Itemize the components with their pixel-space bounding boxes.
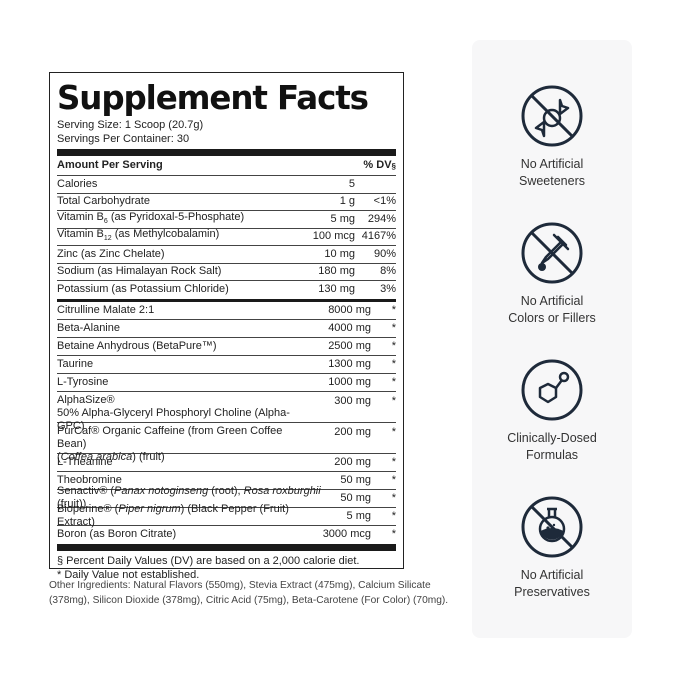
table-header: Amount Per Serving % DV§ (57, 156, 396, 176)
table-row: PurCaf® Organic Caffeine (from Green Cof… (57, 424, 396, 463)
badge-line1: No Artificial (520, 568, 584, 582)
badge-line1: No Artificial (520, 294, 584, 308)
table-row: Senactiv® (Panax notoginseng (root), Ros… (57, 485, 396, 510)
table-row: Sodium (as Himalayan Rock Salt) 180 mg 8… (57, 264, 396, 281)
header-dv: % DV§ (363, 159, 396, 173)
badge-line1: Clinically-Dosed (507, 431, 597, 445)
badge-line2: Formulas (525, 448, 579, 462)
table-row: L-Theanine 200 mg * (57, 454, 396, 472)
header-dv-label: % DV (363, 158, 392, 171)
table-row: Bioperine® (Piper nigrum) (Black Pepper … (57, 503, 396, 528)
no-dropper-icon (521, 222, 583, 284)
table-row: Citrulline Malate 2:1 8000 mg * (57, 302, 396, 320)
table-row: Zinc (as Zinc Chelate) 10 mg 90% (57, 246, 396, 264)
panel-title: Supplement Facts (57, 79, 369, 117)
header-dv-mark: § (391, 161, 396, 171)
no-flask-icon (521, 496, 583, 558)
table-row: L-Tyrosine 1000 mg * (57, 374, 396, 392)
nutrient-name: Vitamin B6 (as Pyridoxal-5-Phosphate) (57, 210, 245, 225)
table-row: Potassium (as Potassium Chloride) 130 mg… (57, 283, 396, 296)
other-ingredients: Other Ingredients: Natural Flavors (550m… (49, 580, 449, 606)
badge-no-artificial-colors: No Artificial Colors or Fillers (472, 221, 632, 327)
table-row: Total Carbohydrate 1 g <1% (57, 194, 396, 211)
table-row: Vitamin B6 (as Pyridoxal-5-Phosphate) 5 … (57, 211, 396, 229)
table-row: Theobromine 50 mg * (57, 472, 396, 490)
badge-line2: Colors or Fillers (508, 311, 596, 325)
table-row: Calories 5 (57, 176, 396, 194)
badge-no-artificial-preservatives: No Artificial Preservatives (472, 495, 632, 601)
supplement-facts-panel: Supplement Facts Serving Size: 1 Scoop (… (49, 72, 404, 581)
badge-clinically-dosed: Clinically-Dosed Formulas (472, 358, 632, 464)
table-row: Boron (as Boron Citrate) 3000 mcg * (57, 528, 396, 540)
footnote-dv: § Percent Daily Values (DV) are based on… (57, 554, 360, 567)
header-amount: Amount Per Serving (57, 159, 163, 171)
servings-per-container: Servings Per Container: 30 (57, 133, 190, 145)
badge-line1: No Artificial (520, 157, 584, 171)
molecule-icon (521, 359, 583, 421)
footnote-asterisk: * Daily Value not established. (57, 568, 200, 581)
table-row: Taurine 1300 mg * (57, 356, 396, 374)
table-row: Beta-Alanine 4000 mg * (57, 320, 396, 338)
badge-line2: Sweeteners (518, 174, 585, 188)
serving-size: Serving Size: 1 Scoop (20.7g) (57, 119, 204, 131)
feature-badges-panel: No Artificial Sweeteners No Artificial C… (472, 40, 632, 638)
nutrient-name: Vitamin B12 (as Methylcobalamin) (57, 228, 220, 243)
table-row: Betaine Anhydrous (BetaPure™) 2500 mg * (57, 338, 396, 356)
table-row: AlphaSize® 50% Alpha-Glyceryl Phosphoryl… (57, 393, 396, 432)
badge-line2: Preservatives (514, 585, 590, 599)
divider-medium (57, 298, 396, 302)
divider-thick (57, 543, 396, 551)
table-row: Vitamin B12 (as Methylcobalamin) 100 mcg… (57, 228, 396, 246)
badge-no-artificial-sweeteners: No Artificial Sweeteners (472, 84, 632, 190)
divider-thick (57, 149, 396, 156)
no-candy-icon (521, 85, 583, 147)
